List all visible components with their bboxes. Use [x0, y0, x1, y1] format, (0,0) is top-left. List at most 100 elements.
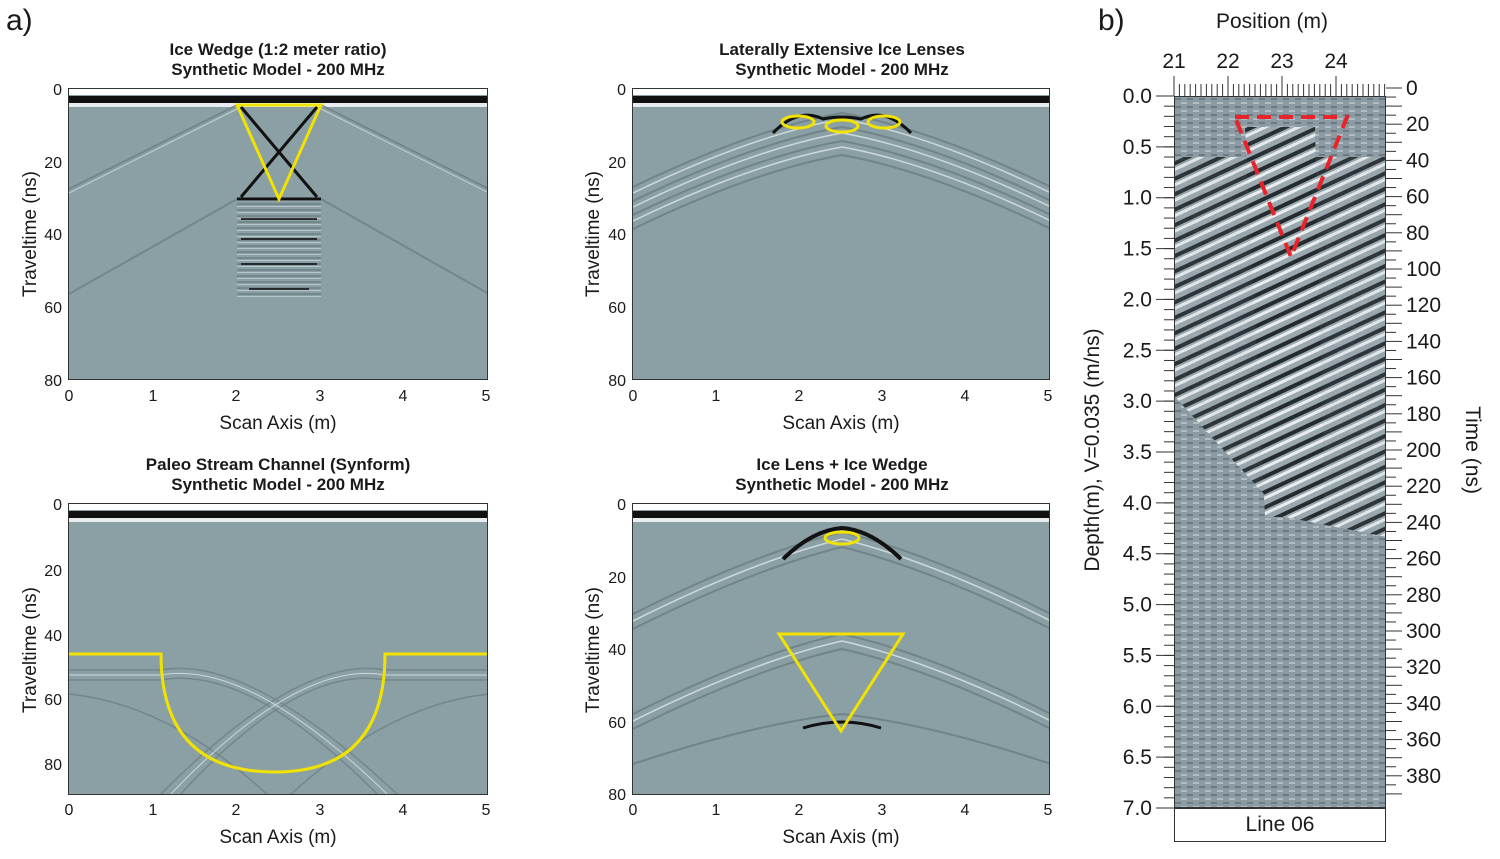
br-ytick-0: 0	[617, 497, 626, 514]
br-ytick-80: 80	[608, 787, 626, 804]
tl-xtick-5: 5	[482, 388, 491, 405]
b-depth-tick-label: 3.5	[1123, 441, 1152, 464]
bl-xtick-4: 4	[399, 802, 408, 819]
tr-xtick-0: 0	[629, 388, 638, 405]
b-pos-tick-23: 23	[1270, 50, 1293, 73]
tr-xlabel: Scan Axis (m)	[782, 413, 899, 434]
b-pos-tick-21: 21	[1162, 50, 1185, 73]
b-time-tick-label: 380	[1406, 765, 1441, 788]
br-xtick-4: 4	[961, 802, 970, 819]
b-time-label: Time (ns)	[1461, 406, 1484, 494]
br-xtick-2: 2	[795, 802, 804, 819]
tr-ytick-0: 0	[617, 82, 626, 99]
br-xtick-0: 0	[629, 802, 638, 819]
b-depth-tick-label: 4.5	[1123, 543, 1152, 566]
panel-tr-title-line1: Laterally Extensive Ice Lenses	[719, 40, 965, 59]
bl-ytick-40: 40	[44, 628, 62, 645]
tl-xtick-2: 2	[232, 388, 241, 405]
b-depth-label: Depth(m), V=0.035 (m/ns)	[1081, 328, 1104, 571]
tl-ytick-80: 80	[44, 373, 62, 390]
panel-br-plot	[632, 503, 1050, 795]
b-depth-tick-label: 3.0	[1123, 390, 1152, 413]
bl-ytick-60: 60	[44, 692, 62, 709]
bl-ytick-20: 20	[44, 563, 62, 580]
br-ytick-20: 20	[608, 570, 626, 587]
bl-ytick-80: 80	[44, 757, 62, 774]
b-time-tick-label: 140	[1406, 330, 1441, 353]
line-name-box: Line 06	[1174, 808, 1386, 842]
tr-xtick-5: 5	[1044, 388, 1053, 405]
panel-tl-title-line2: Synthetic Model - 200 MHz	[171, 60, 385, 79]
b-depth-tick-label: 1.5	[1123, 238, 1152, 261]
tl-ytick-0: 0	[53, 82, 62, 99]
panel-br-title-line1: Ice Lens + Ice Wedge	[756, 455, 928, 474]
b-depth-tick-label: 0.5	[1123, 136, 1152, 159]
tl-xtick-1: 1	[149, 388, 158, 405]
tr-ytick-80: 80	[608, 373, 626, 390]
br-xtick-5: 5	[1044, 802, 1053, 819]
panel-b-label: b)	[1098, 4, 1125, 37]
b-position-label: Position (m)	[1216, 10, 1328, 33]
panel-tr-title: Laterally Extensive Ice Lenses Synthetic…	[632, 40, 1052, 80]
b-time-tick-label: 120	[1406, 294, 1441, 317]
tl-ytick-40: 40	[44, 227, 62, 244]
panel-tl-title-line1: Ice Wedge (1:2 meter ratio)	[169, 40, 387, 59]
br-xlabel: Scan Axis (m)	[782, 827, 899, 848]
b-time-tick-label: 0	[1406, 77, 1418, 100]
b-time-tick-label: 260	[1406, 548, 1441, 571]
b-time-tick-label: 360	[1406, 729, 1441, 752]
panel-bl-plot	[68, 503, 488, 795]
tr-ytick-60: 60	[608, 300, 626, 317]
tr-xtick-2: 2	[795, 388, 804, 405]
br-ytick-40: 40	[608, 642, 626, 659]
b-depth-tick-label: 2.0	[1123, 288, 1152, 311]
b-time-tick-label: 340	[1406, 692, 1441, 715]
b-depth-tick-label: 2.5	[1123, 339, 1152, 362]
bl-xtick-1: 1	[149, 802, 158, 819]
panel-bl-title-line1: Paleo Stream Channel (Synform)	[145, 455, 411, 474]
tl-ytick-20: 20	[44, 155, 62, 172]
bl-xlabel: Scan Axis (m)	[219, 827, 336, 848]
panel-b-radargram	[1174, 96, 1386, 808]
tl-xtick-4: 4	[399, 388, 408, 405]
tl-xtick-3: 3	[316, 388, 325, 405]
panel-bl-title: Paleo Stream Channel (Synform) Synthetic…	[68, 455, 488, 495]
tr-xtick-3: 3	[878, 388, 887, 405]
tr-ytick-20: 20	[608, 155, 626, 172]
panel-bl-title-line2: Synthetic Model - 200 MHz	[171, 475, 385, 494]
br-xtick-3: 3	[878, 802, 887, 819]
b-depth-tick-label: 6.0	[1123, 695, 1152, 718]
b-depth-tick-label: 5.0	[1123, 594, 1152, 617]
b-time-tick-label: 80	[1406, 222, 1429, 245]
tl-xtick-0: 0	[65, 388, 74, 405]
b-time-tick-label: 20	[1406, 113, 1429, 136]
b-depth-tick-label: 6.5	[1123, 746, 1152, 769]
br-xtick-1: 1	[712, 802, 721, 819]
panel-br-title: Ice Lens + Ice Wedge Synthetic Model - 2…	[632, 455, 1052, 495]
br-ytick-60: 60	[608, 715, 626, 732]
b-time-tick-label: 160	[1406, 367, 1441, 390]
bl-xtick-0: 0	[65, 802, 74, 819]
bl-ytick-0: 0	[53, 497, 62, 514]
b-pos-tick-24: 24	[1324, 50, 1348, 73]
b-pos-tick-22: 22	[1216, 50, 1239, 73]
bl-xtick-3: 3	[316, 802, 325, 819]
panel-tr-plot	[632, 88, 1050, 380]
b-time-tick-label: 100	[1406, 258, 1441, 281]
bl-ylabel: Traveltime (ns)	[20, 587, 41, 713]
bl-xtick-5: 5	[482, 802, 491, 819]
tr-xtick-1: 1	[712, 388, 721, 405]
tr-ylabel: Traveltime (ns)	[583, 171, 604, 297]
b-time-tick-label: 200	[1406, 439, 1441, 462]
b-depth-tick-label: 0.0	[1123, 85, 1152, 108]
br-ylabel: Traveltime (ns)	[583, 587, 604, 713]
b-depth-tick-label: 5.5	[1123, 644, 1152, 667]
tl-xlabel: Scan Axis (m)	[219, 413, 336, 434]
tr-xtick-4: 4	[961, 388, 970, 405]
b-time-tick-label: 180	[1406, 403, 1441, 426]
bl-xtick-2: 2	[232, 802, 241, 819]
panel-a-label: a)	[6, 4, 33, 37]
b-time-tick-label: 320	[1406, 656, 1441, 679]
b-time-tick-label: 240	[1406, 511, 1441, 534]
